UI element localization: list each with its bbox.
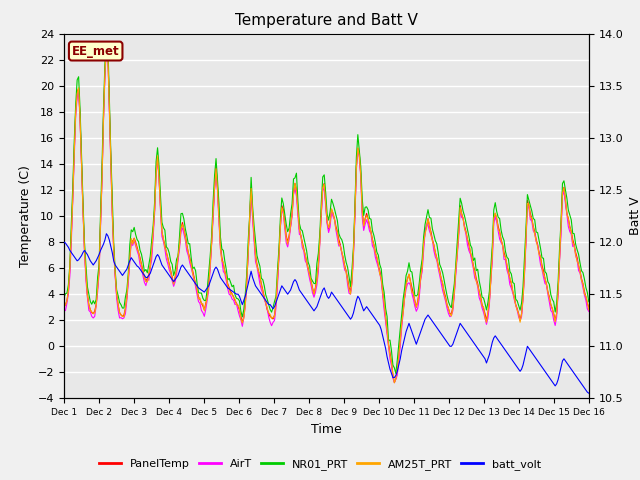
Title: Temperature and Batt V: Temperature and Batt V (235, 13, 418, 28)
Text: EE_met: EE_met (72, 45, 120, 58)
Legend: PanelTemp, AirT, NR01_PRT, AM25T_PRT, batt_volt: PanelTemp, AirT, NR01_PRT, AM25T_PRT, ba… (94, 455, 546, 474)
Y-axis label: Batt V: Batt V (629, 197, 640, 235)
X-axis label: Time: Time (311, 423, 342, 436)
Y-axis label: Temperature (C): Temperature (C) (19, 165, 32, 267)
